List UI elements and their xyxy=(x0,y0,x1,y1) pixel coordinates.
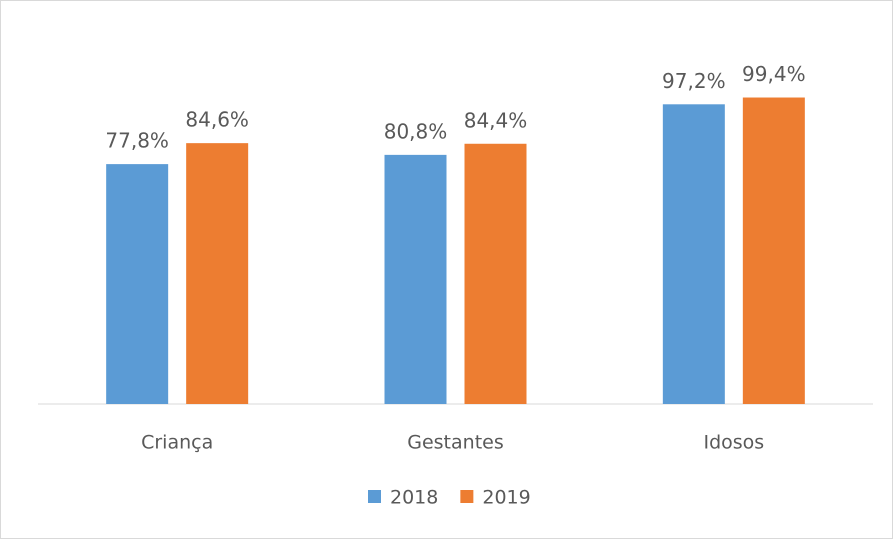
legend-label: 2018 xyxy=(390,487,438,509)
x-tick-label: Criança xyxy=(141,432,213,454)
x-tick-label: Idosos xyxy=(703,432,764,454)
data-label: 77,8% xyxy=(105,129,169,153)
bar xyxy=(106,164,169,404)
data-label: 97,2% xyxy=(662,69,726,93)
bar xyxy=(186,143,249,404)
bar xyxy=(662,104,725,405)
bar xyxy=(384,154,447,404)
x-tick-label: Gestantes xyxy=(407,432,503,454)
data-label: 99,4% xyxy=(742,62,806,86)
legend-swatch xyxy=(368,490,381,503)
legend-swatch xyxy=(460,490,474,503)
data-label: 80,8% xyxy=(384,119,448,143)
data-label: 84,4% xyxy=(464,108,528,132)
data-label: 84,6% xyxy=(185,108,249,132)
legend-label: 2019 xyxy=(482,487,530,509)
bar xyxy=(742,97,805,405)
bar xyxy=(464,143,527,404)
